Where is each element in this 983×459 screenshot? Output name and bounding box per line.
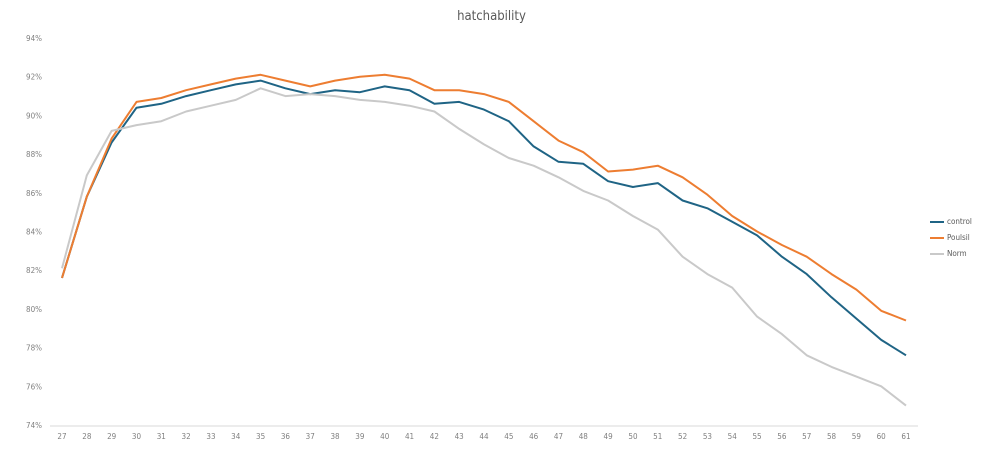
x-tick-label: 45 [504,432,513,441]
legend-swatch [930,236,944,239]
x-tick-label: 53 [703,432,712,441]
x-tick-label: 51 [653,432,662,441]
series-line-norm [61,87,907,407]
y-tick-label: 94% [26,34,42,43]
legend-item: Norm [930,249,967,258]
y-tick-label: 74% [26,421,42,430]
x-tick-label: 60 [877,432,887,441]
x-tick-label: 59 [852,432,862,441]
y-tick-label: 76% [26,382,42,391]
x-tick-label: 37 [306,432,315,441]
y-tick-label: 90% [26,111,42,120]
legend-label: control [947,217,972,226]
x-tick-label: 44 [479,432,489,441]
x-tick-label: 49 [604,432,614,441]
y-tick-label: 82% [26,266,42,275]
y-tick-label: 78% [26,344,42,353]
x-tick-label: 43 [455,432,464,441]
y-tick-label: 80% [26,305,42,314]
legend-swatch [930,252,944,255]
x-tick-label: 30 [132,432,142,441]
x-tick-label: 34 [231,432,241,441]
x-tick-label: 50 [628,432,638,441]
legend-item: Poulsil [930,233,970,242]
x-tick-label: 58 [827,432,837,441]
x-tick-label: 35 [256,432,265,441]
legend-swatch [930,220,944,223]
x-tick-label: 31 [157,432,166,441]
legend-label: Poulsil [947,233,970,242]
y-tick-label: 84% [26,228,42,237]
x-tick-label: 56 [777,432,787,441]
x-tick-label: 32 [182,432,191,441]
x-tick-label: 47 [554,432,563,441]
x-tick-label: 48 [579,432,589,441]
x-tick-label: 54 [728,432,738,441]
x-tick-label: 40 [380,432,390,441]
x-tick-label: 29 [107,432,117,441]
x-tick-label: 36 [281,432,291,441]
x-tick-label: 28 [82,432,92,441]
y-tick-label: 88% [26,150,42,159]
x-tick-label: 55 [752,432,761,441]
y-tick-label: 92% [26,73,42,82]
chart-title: hatchability [457,9,526,24]
x-tick-label: 41 [405,432,414,441]
x-tick-label: 39 [355,432,365,441]
x-tick-label: 33 [206,432,215,441]
x-tick-label: 46 [529,432,539,441]
x-tick-label: 27 [57,432,66,441]
legend-item: control [930,217,972,226]
series-line-control [61,79,907,357]
y-tick-label: 86% [26,189,42,198]
x-tick-label: 38 [330,432,340,441]
legend-label: Norm [947,249,967,258]
series-line-poulsil [61,73,907,322]
x-tick-label: 52 [678,432,687,441]
x-tick-label: 61 [901,432,910,441]
x-tick-label: 57 [802,432,811,441]
x-tick-label: 42 [430,432,439,441]
